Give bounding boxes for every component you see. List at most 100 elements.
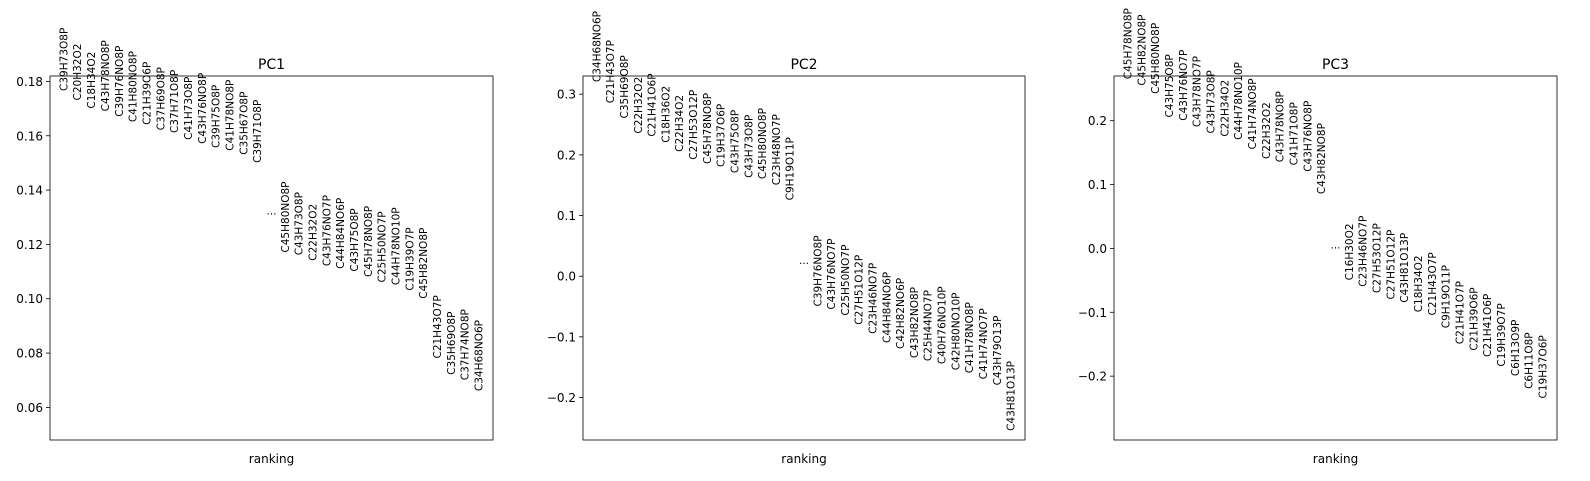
gene-label: C21H41O6P xyxy=(647,73,659,136)
gene-label: C45H80NO8P xyxy=(1150,23,1162,94)
gene-label: C39H76NO8P xyxy=(812,235,824,306)
gene-label: C43H78NO7P xyxy=(1192,56,1204,127)
gene-label: C9H19O11P xyxy=(785,137,797,200)
gene-label: C27H53O12P xyxy=(1372,223,1384,293)
gene-label: C21H41O6P xyxy=(1482,294,1494,357)
gene-label: C19H39O7P xyxy=(404,227,416,290)
gene-label: C45H78NO8P xyxy=(1122,8,1134,79)
gene-label: C35H69O8P xyxy=(619,55,631,118)
chart-title: PC2 xyxy=(790,57,817,73)
y-tick-label: 0.1 xyxy=(557,209,576,223)
gene-label: C39H71O8P xyxy=(252,100,264,163)
gene-label: C44H78NO10P xyxy=(1233,62,1245,140)
gene-label: C45H78NO8P xyxy=(363,206,375,277)
gene-label: C37H74NO8P xyxy=(460,309,472,380)
gene-label: C23H48NO7P xyxy=(771,114,783,185)
gene-label: C23H46NO7P xyxy=(868,263,880,334)
gene-label: C45H78NO8P xyxy=(702,93,714,164)
gene-label: C18H36O2 xyxy=(660,86,672,143)
ellipsis-marker: ... xyxy=(266,206,276,218)
y-tick-label: −0.1 xyxy=(547,330,576,344)
gene-label: C22H32O2 xyxy=(1261,102,1273,159)
gene-label: C22H34O2 xyxy=(674,95,686,152)
y-tick-label: −0.1 xyxy=(1078,306,1107,320)
chart-title: PC3 xyxy=(1322,57,1349,73)
gene-label: C6H11O8P xyxy=(1524,332,1536,389)
y-tick-label: 0.0 xyxy=(1088,242,1107,256)
y-tick-label: 0.18 xyxy=(16,75,43,89)
y-tick-label: 0.06 xyxy=(16,401,43,415)
gene-label: C27H51O12P xyxy=(854,255,866,325)
y-tick-label: 0.3 xyxy=(557,88,576,102)
gene-label: C43H75O8P xyxy=(729,110,741,173)
gene-label: C22H34O2 xyxy=(1219,80,1231,137)
gene-label: C39H76NO8P xyxy=(114,46,126,117)
gene-label: C41H78NO8P xyxy=(224,80,236,151)
gene-label: C45H82NO8P xyxy=(418,228,430,299)
chart-title: PC1 xyxy=(258,57,285,73)
gene-label: C35H69O8P xyxy=(446,312,458,375)
gene-label: C21H43O7P xyxy=(1427,252,1439,315)
gene-label: C23H46NO7P xyxy=(1358,216,1370,287)
plot-frame xyxy=(49,75,494,441)
pc2-panel: PC2 ranking −0.2 −0.1 0.0 0.1 0.2 0.3 C34H68NO6P… xyxy=(547,11,1026,466)
gene-label: C42H80NO10P xyxy=(950,292,962,370)
gene-label: C9H19O11P xyxy=(1441,265,1453,328)
y-tick-label: −0.2 xyxy=(1078,370,1107,384)
gene-label: C45H82NO8P xyxy=(1136,14,1148,85)
gene-label: C41H73O8P xyxy=(183,77,195,140)
gene-label: C43H75O8P xyxy=(349,208,361,271)
gene-label: C43H82NO8P xyxy=(1316,123,1328,194)
gene-label: C43H78NO8P xyxy=(1275,91,1287,162)
x-axis-label: ranking xyxy=(249,452,294,466)
y-tick-label: 0.14 xyxy=(16,184,43,198)
gene-label: C44H84NO6P xyxy=(335,198,347,269)
gene-label: C43H73O8P xyxy=(743,115,755,178)
gene-label: C22H32O2 xyxy=(308,204,320,261)
gene-label: C19H37O6P xyxy=(1538,335,1550,398)
x-axis-label: ranking xyxy=(781,452,826,466)
gene-label: C41H80NO8P xyxy=(128,51,140,122)
gene-label: C20H32O2 xyxy=(72,44,84,101)
y-tick-label: 0.2 xyxy=(557,148,576,162)
gene-label: C43H76NO8P xyxy=(197,73,209,144)
gene-label: C45H80NO8P xyxy=(757,108,769,179)
gene-label: C35H67O8P xyxy=(238,92,250,155)
gene-label: C39H75O8P xyxy=(211,85,223,148)
y-tick-label: 0.1 xyxy=(1088,178,1107,192)
y-tick-label: −0.2 xyxy=(547,391,576,405)
gene-label: C21H41O7P xyxy=(1455,281,1467,344)
gene-label: C43H76NO7P xyxy=(1178,50,1190,121)
gene-label: C43H82NO8P xyxy=(909,287,921,358)
gene-label: C43H81O13P xyxy=(1399,233,1411,303)
gene-label: C21H39O6P xyxy=(141,62,153,125)
y-tick-label: 0.10 xyxy=(16,292,43,306)
gene-label: C25H50NO7P xyxy=(840,245,852,316)
gene-label: C25H44NO7P xyxy=(923,290,935,361)
gene-label: C39H73O8P xyxy=(58,28,70,91)
ellipsis-marker: ... xyxy=(799,255,809,267)
gene-label: C37H71O8P xyxy=(169,70,181,133)
gene-label: C41H74NO7P xyxy=(978,308,990,379)
gene-label: C16H30O2 xyxy=(1344,223,1356,280)
gene-label: C43H76NO8P xyxy=(1302,101,1314,172)
gene-label: C37H69O8P xyxy=(155,67,167,130)
gene-label: C43H75O8P xyxy=(1164,54,1176,117)
y-tick-label: 0.08 xyxy=(16,347,43,361)
gene-label: C44H84NO6P xyxy=(881,272,893,343)
plot-frame xyxy=(582,75,1026,441)
gene-label: C43H73O8P xyxy=(294,192,306,255)
gene-label: C25H50NO7P xyxy=(377,211,389,282)
pc1-panel: PC1 ranking 0.06 0.08 0.10 0.12 0.14 0.16 0.18 C3… xyxy=(16,28,494,466)
gene-label: C43H81O13P xyxy=(1006,361,1018,431)
y-tick-label: 0.2 xyxy=(1088,114,1107,128)
gene-label: C43H76NO7P xyxy=(321,195,333,266)
gene-label: C34H68NO6P xyxy=(591,11,603,82)
gene-label: C6H13O9P xyxy=(1510,320,1522,377)
plot-frame xyxy=(1113,75,1558,441)
gene-label: C19H37O6P xyxy=(716,104,728,167)
y-tick-label: 0.0 xyxy=(557,270,576,284)
gene-label: C18H34O2 xyxy=(1413,255,1425,312)
